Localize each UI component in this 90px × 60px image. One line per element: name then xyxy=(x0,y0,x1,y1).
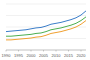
x-tick-label: 2005 xyxy=(39,53,49,58)
series-line xyxy=(6,11,86,32)
x-tick xyxy=(81,50,82,52)
x-tick-label: 2000 xyxy=(27,53,37,58)
x-tick-label: 2020 xyxy=(77,53,87,58)
x-tick xyxy=(56,50,57,52)
series-line xyxy=(6,21,86,40)
x-axis xyxy=(6,50,86,51)
x-tick xyxy=(68,50,69,52)
chart: 1990199520002005201020152020 xyxy=(0,0,90,60)
series-line xyxy=(6,17,86,36)
x-tick-label: 1995 xyxy=(14,53,24,58)
x-tick xyxy=(31,50,32,52)
grid-line xyxy=(6,4,86,5)
x-tick xyxy=(6,50,7,52)
grid-line xyxy=(6,15,86,16)
x-tick-label: 2015 xyxy=(64,53,74,58)
grid-line xyxy=(6,50,86,51)
x-tick xyxy=(18,50,19,52)
x-tick xyxy=(43,50,44,52)
plot-area xyxy=(6,11,86,40)
x-tick-label: 2010 xyxy=(52,53,62,58)
x-tick-label: 1990 xyxy=(2,53,12,58)
